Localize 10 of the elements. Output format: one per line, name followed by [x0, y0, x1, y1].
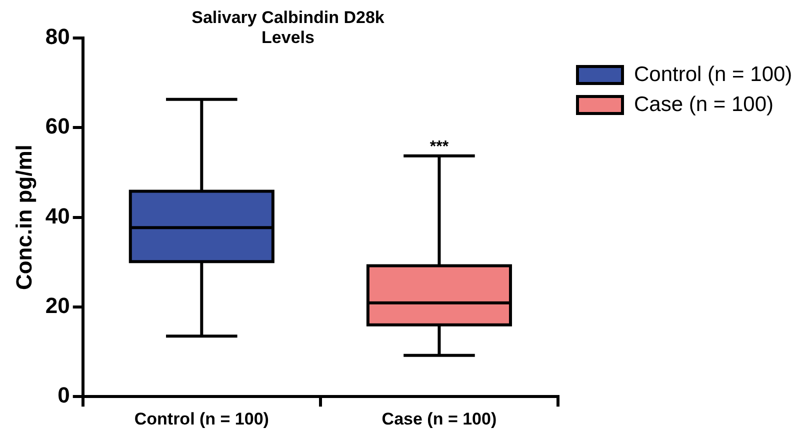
y-axis-title: Conc.in pg/ml — [11, 144, 36, 290]
legend-label: Case (n = 100) — [634, 92, 774, 118]
y-tick-label: 60 — [45, 114, 70, 139]
y-tick-label: 20 — [45, 293, 70, 318]
y-tick-label: 40 — [45, 203, 70, 228]
chart-title: Salivary Calbindin D28k Levels — [190, 8, 386, 48]
annotation: *** — [430, 138, 450, 156]
legend-label: Control (n = 100) — [634, 62, 792, 88]
y-tick-label: 80 — [45, 24, 70, 50]
y-tick-label: 0 — [58, 382, 70, 408]
